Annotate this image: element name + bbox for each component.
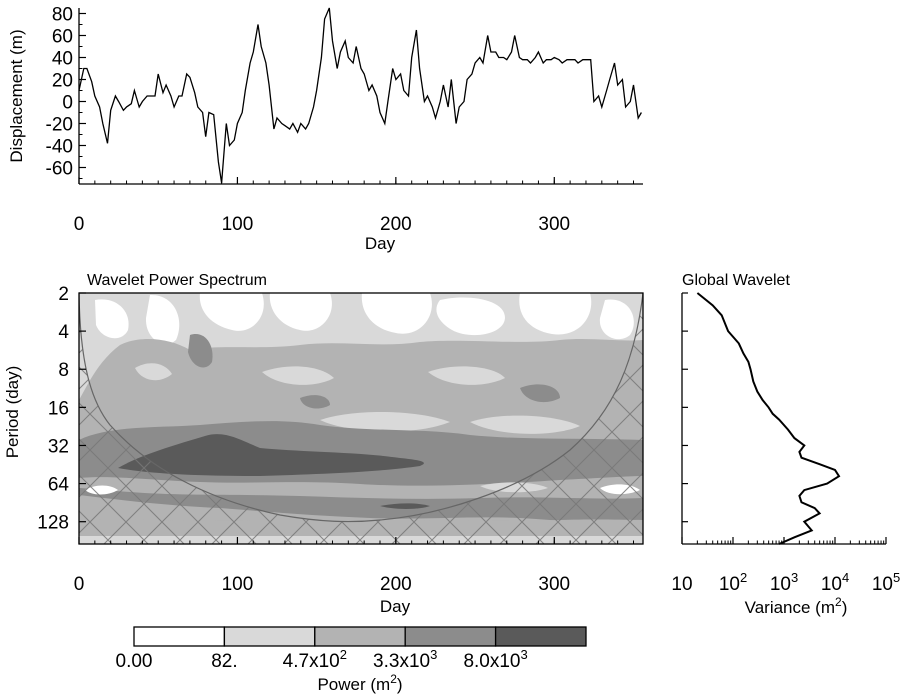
x-tick-label: 0 [74,214,85,235]
contour-fill-level-0 [519,293,592,335]
y-tick-label: 80 [52,5,73,26]
period-tick-label: 8 [58,360,69,381]
displacement-x-ticks: 0 100 200 300 [74,177,634,235]
colorbar-label: 0.00 [116,651,153,672]
x-tick-label: 200 [380,214,412,235]
x-tick-label: 300 [538,214,570,235]
contour-fill-level-4 [118,434,424,476]
contour-fill-level-1 [135,363,172,381]
period-tick-label: 2 [58,284,69,305]
wavelet-title: Wavelet Power Spectrum [87,272,267,289]
y-tick-label: -60 [46,159,73,180]
period-tick-label: 4 [58,322,69,343]
colorbar-swatch [133,626,226,647]
wavelet-y-ticks: 2 4 8 16 32 64 128 [37,284,86,534]
global-wavelet-chart: Global Wavelet 10 102 103 104 105 Variance (… [671,272,900,617]
wavelet-x-label: Day [380,597,411,616]
global-wavelet-ticks: 10 102 103 104 105 [671,292,900,595]
wavelet-x-ticks: 0 100 200 300 [74,537,634,595]
global-wavelet-title: Global Wavelet [682,272,790,289]
contour-fill-level-0 [95,299,129,339]
displacement-series [78,7,642,183]
contour-fill-level-3 [188,334,213,368]
wavelet-contours [79,293,643,544]
cone-of-influence-edge [79,293,643,523]
contour-fill-level-1 [470,415,580,434]
displacement-y-label: Displacement (m) [7,29,26,162]
contour-fill-level-0 [269,293,332,331]
y-tick-label: -20 [46,115,73,136]
variance-tick-label: 104 [821,570,849,595]
cone-of-influence [79,293,643,544]
contour-fill-level-1 [262,366,334,385]
day-tick-label: 200 [380,574,412,595]
colorbar-swatch [494,626,587,647]
colorbar-label: 8.0x103 [463,647,527,672]
day-tick-label: 300 [538,574,570,595]
period-tick-label: 32 [48,436,69,457]
period-tick-label: 128 [37,513,69,534]
y-tick-label: 60 [52,27,73,48]
contour-fill-level-3 [300,395,330,409]
wavelet-frame [78,292,644,545]
contour-fill-level-0 [436,297,505,336]
colorbar: 0.00 82. 4.7x102 3.3x103 8.0x103 Power (m2) [116,626,587,694]
y-tick-label: 20 [52,71,73,92]
contour-fill-level-1 [320,411,450,432]
colorbar-title: Power (m2) [317,672,402,694]
variance-tick-label: 10 [671,574,692,595]
day-tick-label: 100 [222,574,254,595]
contour-fill-level-0 [145,294,180,344]
contour-fill-level-1 [428,366,505,385]
day-tick-label: 0 [74,574,85,595]
colorbar-labels: 0.00 82. 4.7x102 3.3x103 8.0x103 [116,647,528,672]
wavelet-power-spectrum: Wavelet Power Spectrum [3,272,644,616]
y-tick-label: 0 [62,93,73,114]
colorbar-swatch [314,626,406,647]
contour-fill-level-4 [380,503,430,509]
wavelet-y-label: Period (day) [3,366,22,459]
colorbar-swatch [223,626,316,647]
variance-tick-label: 105 [872,570,900,595]
contour-fill-level-3 [520,384,560,403]
contour-fill-level-0 [199,293,264,331]
period-tick-label: 64 [48,475,70,496]
colorbar-swatch [404,626,497,647]
global-wavelet-line [696,292,841,545]
displacement-x-label: Day [365,234,396,253]
contour-fill-level-0 [599,299,634,340]
y-tick-label: -40 [46,137,73,158]
period-tick-label: 16 [48,398,69,419]
x-tick-label: 100 [222,214,254,235]
colorbar-label: 4.7x102 [283,647,347,672]
variance-tick-label: 102 [719,570,747,595]
colorbar-boxes [133,626,587,647]
contour-fill-level-0 [361,293,432,334]
variance-tick-label: 103 [770,570,798,595]
colorbar-label: 3.3x103 [373,647,437,672]
displacement-line [78,7,642,183]
colorbar-label: 82. [211,651,237,672]
y-tick-label: 40 [52,49,73,70]
global-wavelet-series [696,292,841,545]
global-wavelet-x-label: Variance (m2) [745,595,848,617]
